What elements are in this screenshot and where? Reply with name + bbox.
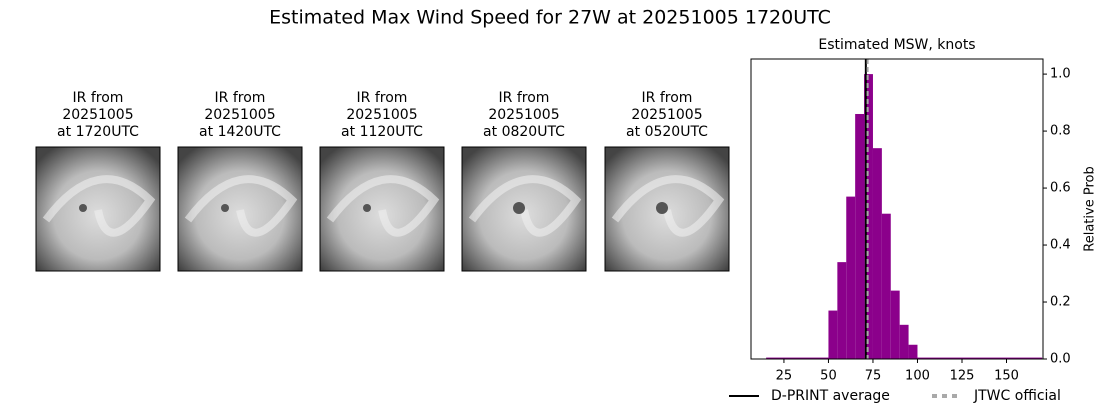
- panel-title: IR from: [357, 90, 408, 106]
- y-axis-label: Relative Prob: [1083, 166, 1098, 251]
- bar: [872, 148, 882, 359]
- bar: [890, 290, 900, 359]
- y-tick-label: 0.8: [1050, 124, 1071, 139]
- panel-title: at 1720UTC: [57, 124, 139, 140]
- cloud-band: [42, 175, 156, 237]
- bar: [855, 113, 865, 360]
- bar: [828, 310, 838, 359]
- y-tick-label: 1.0: [1050, 67, 1071, 82]
- legend-label: D-PRINT average: [771, 388, 890, 404]
- eye: [79, 204, 87, 212]
- panel-title: at 1120UTC: [341, 124, 423, 140]
- panel-title: 20251005: [488, 107, 559, 123]
- panel-title: IR from: [215, 90, 266, 106]
- eye: [221, 204, 229, 212]
- panel-title: 20251005: [62, 107, 133, 123]
- panel-title: at 1420UTC: [199, 124, 281, 140]
- x-tick-label: 150: [994, 369, 1019, 384]
- panel-title: 20251005: [346, 107, 417, 123]
- x-tick-label: 25: [776, 369, 793, 384]
- panel-title: at 0820UTC: [483, 124, 565, 140]
- y-tick-label: 0.0: [1050, 352, 1071, 367]
- eye: [656, 202, 668, 214]
- panel-title: 20251005: [631, 107, 702, 123]
- x-tick-label: 75: [865, 369, 882, 384]
- panel-title: 20251005: [204, 107, 275, 123]
- bar: [846, 196, 856, 359]
- cloud-band: [468, 175, 582, 237]
- eye: [513, 202, 525, 214]
- cloud-band: [326, 175, 440, 237]
- x-tick-label: 125: [950, 369, 975, 384]
- chart-title: Estimated MSW, knots: [818, 37, 975, 53]
- panel-title: IR from: [642, 90, 693, 106]
- bar: [864, 74, 873, 359]
- panel-title: IR from: [73, 90, 124, 106]
- bar: [899, 324, 909, 359]
- x-tick-label: 100: [905, 369, 930, 384]
- y-tick-label: 0.6: [1050, 181, 1071, 196]
- eye: [363, 204, 371, 212]
- bar: [766, 357, 829, 359]
- bar: [881, 213, 891, 359]
- cloud-band: [184, 175, 298, 237]
- bar: [917, 357, 1043, 359]
- y-tick-label: 0.4: [1050, 238, 1071, 253]
- plot-frame: [750, 58, 1044, 360]
- panel-title: IR from: [499, 90, 550, 106]
- bar: [837, 262, 847, 359]
- x-tick-label: 50: [820, 369, 837, 384]
- panel-title: at 0520UTC: [626, 124, 708, 140]
- y-tick-label: 0.2: [1050, 295, 1071, 310]
- legend-label: JTWC official: [973, 388, 1061, 404]
- bar: [908, 344, 918, 359]
- cloud-band: [611, 175, 725, 237]
- figure-title: Estimated Max Wind Speed for 27W at 2025…: [269, 7, 831, 29]
